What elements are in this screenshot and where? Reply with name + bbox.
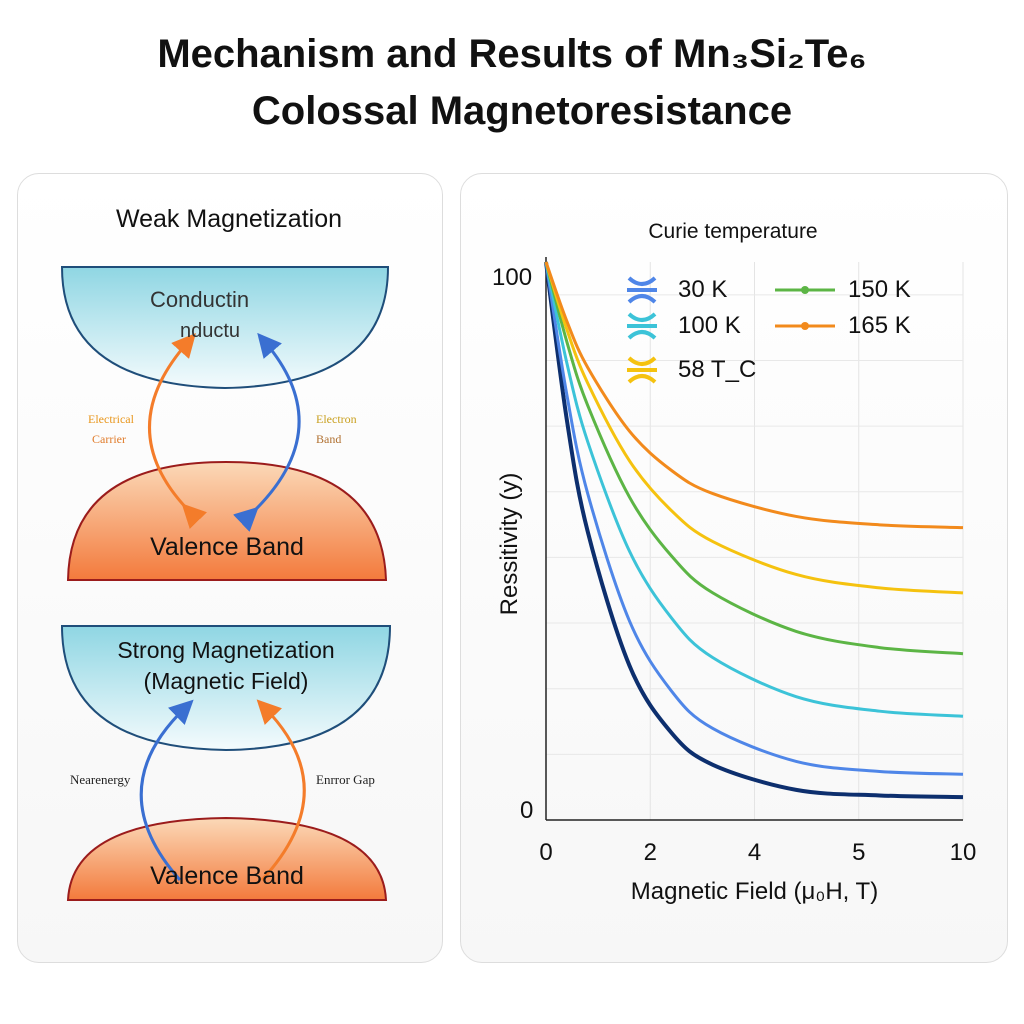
chart-title: Curie temperature — [648, 220, 818, 243]
orange-arrow-strong — [256, 699, 306, 882]
series-line-30-K — [544, 261, 964, 776]
series-line-unlabeled — [544, 261, 964, 800]
strong-magnetization-title: Strong Magnetization — [117, 637, 335, 663]
orange-arrow-weak — [148, 333, 207, 529]
legend-label-100k: 100 K — [678, 312, 741, 339]
series-line-58-T_C — [544, 261, 964, 595]
x-axis-label: Magnetic Field (μ₀H, T) — [630, 878, 879, 905]
conduction-band-label-2: nductu — [180, 320, 241, 342]
legend-label-tc: 58 T_C — [678, 356, 757, 383]
series-line-165-K — [544, 261, 964, 530]
left-arrow-label-strong: Nearenergy — [70, 772, 131, 787]
left-arrow-label-2: Carrier — [92, 432, 126, 446]
conduction-band-strong — [60, 625, 392, 752]
blue-arrow-strong — [139, 699, 194, 881]
legend-marker-100k-icon — [627, 312, 657, 340]
x-tick-label: 4 — [747, 839, 762, 866]
blue-arrow-weak — [233, 332, 301, 532]
x-tick-label: 2 — [643, 839, 657, 866]
right-arrow-label-1: Electron — [316, 412, 357, 426]
valence-band-strong — [66, 816, 388, 901]
legend-marker-165k-icon-dot — [801, 322, 809, 330]
legend-marker-150k-icon-dot — [801, 286, 809, 294]
conduction-band-label: Conductin — [150, 287, 250, 312]
title-line-1: Mechanism and Results of Mn₃Si₂Te₆ — [157, 32, 867, 76]
title-line-2: Colossal Magnetoresistance — [251, 89, 793, 133]
left-arrow-label-1: Electrical — [88, 412, 134, 426]
legend-label-30k: 30 K — [678, 276, 728, 303]
x-tick-label: 0 — [539, 839, 553, 866]
right-arrow-label-strong: Enrror Gap — [316, 772, 375, 787]
series-line-150-K — [544, 261, 964, 656]
x-tick-label: 5 — [852, 839, 866, 866]
x-tick-label: 10 — [949, 839, 977, 866]
series-line-100-K — [544, 261, 964, 718]
valence-band-weak — [66, 460, 388, 581]
legend-marker-tc-icon — [627, 356, 657, 384]
y-tick-label: 100 — [492, 264, 533, 291]
valence-band-label-weak: Valence Band — [150, 533, 304, 561]
right-arrow-label-2: Band — [316, 432, 342, 446]
legend-label-165k: 165 K — [848, 312, 911, 339]
strong-magnetization-subtitle: (Magnetic Field) — [143, 668, 309, 694]
conduction-band-weak — [60, 266, 390, 390]
chart-panel — [460, 173, 1008, 963]
y-axis-label: Ressitivity (y) — [496, 472, 523, 616]
legend-marker-30k-icon — [627, 276, 657, 304]
weak-magnetization-title: Weak Magnetization — [115, 205, 343, 233]
legend-label-150k: 150 K — [848, 276, 911, 303]
valence-band-label-strong: Valence Band — [150, 862, 304, 890]
y-tick-label: 0 — [520, 797, 534, 824]
